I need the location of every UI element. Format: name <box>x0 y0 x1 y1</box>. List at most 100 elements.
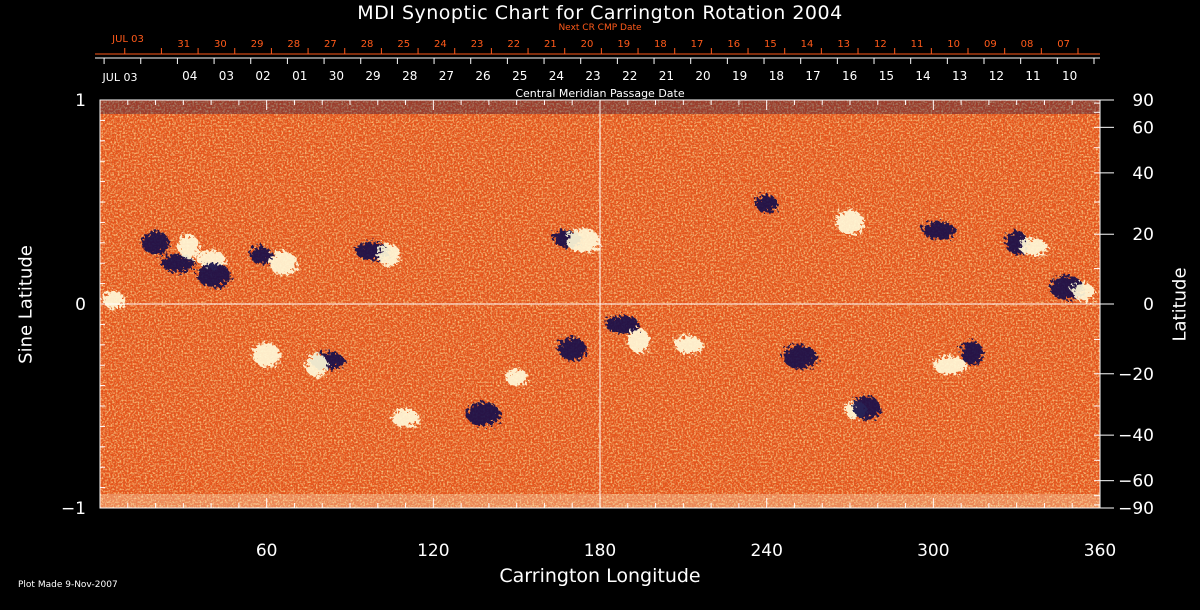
active-region-positive <box>1072 282 1095 301</box>
chart-title: MDI Synoptic Chart for Carrington Rotati… <box>357 2 843 24</box>
y-tick-label-left: −1 <box>61 499 86 519</box>
y-tick-label-right: −60 <box>1118 472 1154 492</box>
cmp-date-label: 23 <box>585 69 600 83</box>
active-region-negative <box>921 221 956 240</box>
cmp-date-label: 27 <box>439 69 454 83</box>
cmp-date-label: 26 <box>475 69 490 83</box>
plot-made-note: Plot Made 9-Nov-2007 <box>18 580 118 590</box>
active-region-negative <box>783 345 817 370</box>
cmp-date-label: 17 <box>805 69 820 83</box>
x-tick-label: 300 <box>917 541 949 561</box>
y-axis-label-left: Sine Latitude <box>15 245 37 364</box>
active-region-positive <box>566 228 601 253</box>
active-region-negative <box>466 402 501 427</box>
active-region-positive <box>674 335 703 354</box>
cmp-date-label: 04 <box>182 69 197 83</box>
x-tick-label: 120 <box>417 541 449 561</box>
next-cr-date-label: 25 <box>397 39 410 50</box>
axes: 60 120 180 240 300 360 1 0 −1 90 60 40 20 0 −20 −40 −60 −… <box>61 91 1154 561</box>
next-cr-date-label: 08 <box>1021 39 1034 50</box>
active-region-negative <box>961 340 984 365</box>
cmp-date-label: 13 <box>952 69 967 83</box>
cmp-date-label: 29 <box>365 69 380 83</box>
active-region-negative <box>250 246 273 265</box>
active-region-negative <box>558 336 587 361</box>
date-axes: JUL 03 10 11 12 13 14 15 16 17 18 19 20 21 22 23 24 25 26… <box>95 34 1100 84</box>
next-cr-date-label: 28 <box>361 39 374 50</box>
active-region-negative <box>755 195 778 214</box>
cmp-title: Central Meridian Passage Date <box>515 87 685 100</box>
next-cr-date-label: 09 <box>984 39 997 50</box>
active-region-negative <box>141 230 170 255</box>
active-region-negative <box>196 263 231 288</box>
cmp-date-label: 12 <box>989 69 1004 83</box>
cmp-date-label: 21 <box>659 69 674 83</box>
active-region-positive <box>252 343 281 367</box>
y-axis-label-right: Latitude <box>1169 267 1191 342</box>
active-region-positive <box>1019 237 1048 256</box>
active-region-positive <box>197 250 226 269</box>
active-region-positive <box>102 290 125 309</box>
next-cr-date-label: 16 <box>727 39 740 50</box>
cmp-date-label: 20 <box>695 69 710 83</box>
y-tick-label-left: 1 <box>75 91 86 111</box>
y-tick-label-right: 90 <box>1132 91 1154 111</box>
cmp-date-label: 22 <box>622 69 637 83</box>
y-tick-label-right: −90 <box>1118 499 1154 519</box>
x-tick-label: 240 <box>750 541 782 561</box>
active-region-positive <box>391 409 420 428</box>
next-cr-date-label: 14 <box>801 39 814 50</box>
y-tick-label-right: −40 <box>1118 426 1154 446</box>
next-cr-date-label: 20 <box>581 39 594 50</box>
next-cr-date-label: 30 <box>214 39 227 50</box>
cmp-date-label: 10 <box>1062 69 1077 83</box>
active-region-positive <box>627 328 650 353</box>
y-tick-label-left: 0 <box>75 295 86 315</box>
next-cr-date-label: 31 <box>177 39 190 50</box>
next-cr-date-label: 21 <box>544 39 557 50</box>
active-region-positive <box>305 353 328 378</box>
next-cr-date-label: 15 <box>764 39 777 50</box>
active-region-positive <box>177 234 200 259</box>
y-tick-label-right: 40 <box>1132 164 1154 184</box>
cmp-date-label: 02 <box>255 69 270 83</box>
cmp-date-label: 24 <box>549 69 564 83</box>
y-tick-label-right: 20 <box>1132 225 1154 245</box>
active-region-positive <box>933 356 967 375</box>
x-axis-label: Carrington Longitude <box>499 565 701 587</box>
next-cr-date-label: 12 <box>874 39 887 50</box>
active-region-positive <box>836 210 864 235</box>
active-region-positive <box>505 368 528 387</box>
y-tick-label-right: −20 <box>1118 365 1154 385</box>
next-cr-date-label: 19 <box>617 39 630 50</box>
active-region-positive <box>269 251 298 276</box>
active-region-positive <box>377 243 400 268</box>
cmp-date-label: 19 <box>732 69 747 83</box>
next-cr-date-label: 07 <box>1057 39 1070 50</box>
active-region-negative <box>605 315 640 334</box>
next-cr-edge-label: JUL 03 <box>111 34 144 45</box>
next-cr-title: Next CR CMP Date <box>558 23 642 33</box>
next-cr-date-label: 13 <box>837 39 850 50</box>
cmp-date-label: 25 <box>512 69 527 83</box>
cmp-date-label: 11 <box>1025 69 1040 83</box>
next-cr-date-label: 28 <box>287 39 300 50</box>
x-tick-label: 180 <box>584 541 616 561</box>
active-region-negative <box>852 396 881 421</box>
cmp-date-label: 30 <box>329 69 344 83</box>
next-cr-date-label: 11 <box>911 39 924 50</box>
active-region-negative <box>160 254 195 273</box>
cmp-date-label: 01 <box>292 69 307 83</box>
next-cr-date-label: 18 <box>654 39 667 50</box>
cmp-date-label: 15 <box>879 69 894 83</box>
next-cr-date-label: 23 <box>471 39 484 50</box>
x-tick-label: 60 <box>256 541 278 561</box>
next-cr-date-label: 17 <box>691 39 704 50</box>
y-tick-label-right: 60 <box>1132 118 1154 138</box>
cmp-date-label: 03 <box>219 69 234 83</box>
x-tick-label: 360 <box>1084 541 1116 561</box>
next-cr-date-label: 10 <box>947 39 960 50</box>
cmp-date-label: 18 <box>769 69 784 83</box>
cmp-date-edge-label: JUL 03 <box>102 71 138 84</box>
